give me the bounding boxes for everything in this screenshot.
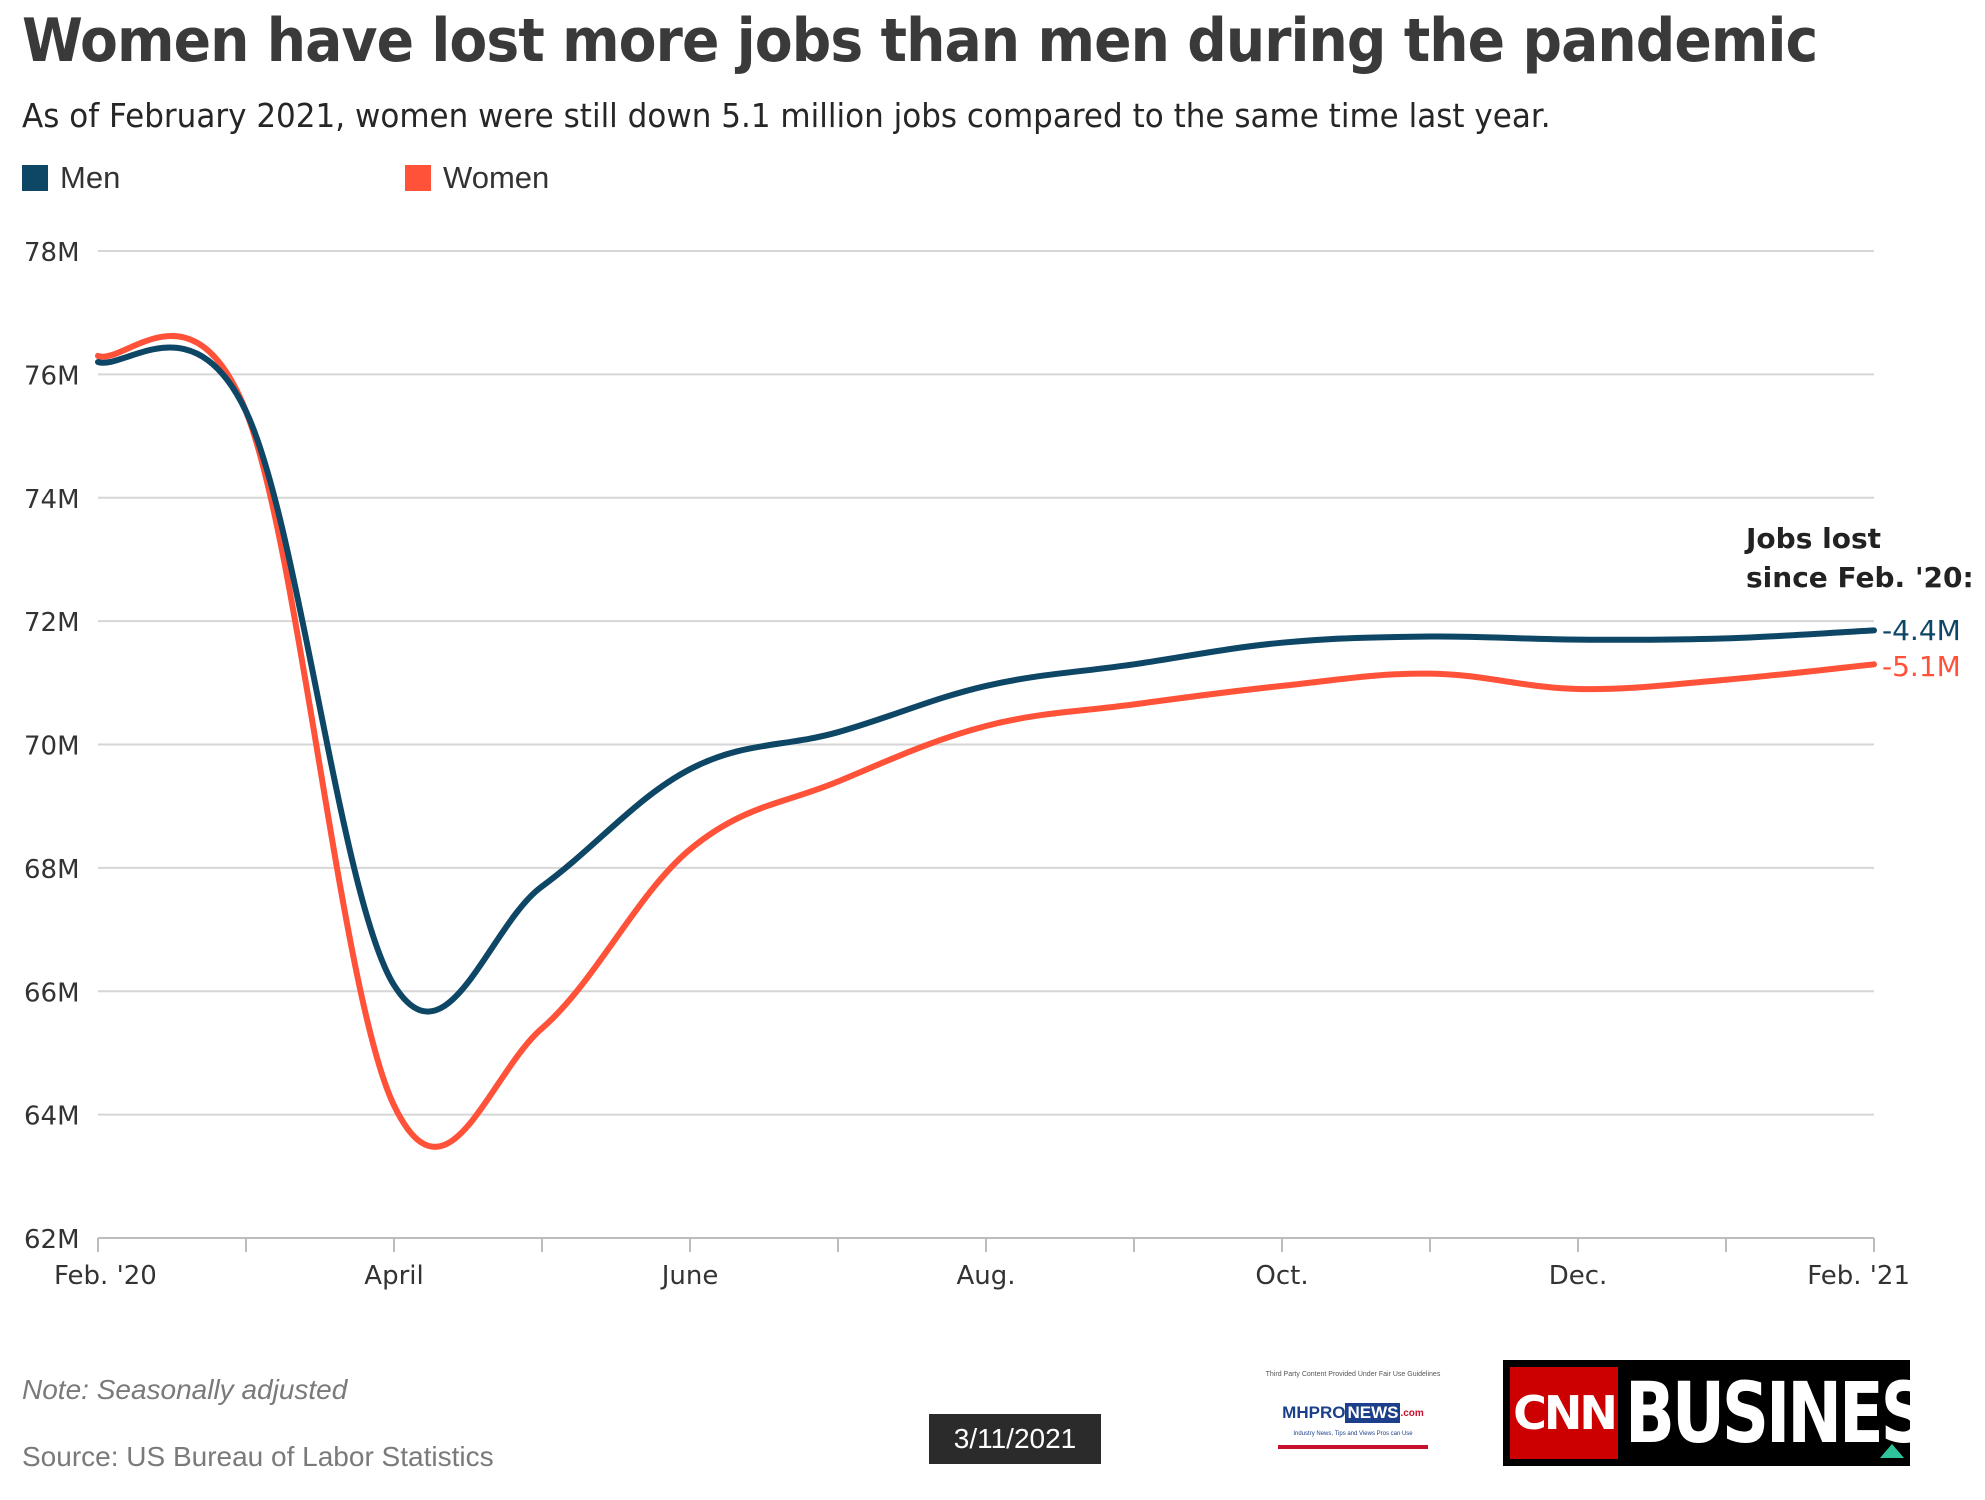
- x-tick-label: June: [660, 1261, 719, 1291]
- series-line-men: [95, 344, 1877, 1015]
- x-tick-label: Dec.: [1549, 1261, 1608, 1291]
- legend-label-men: Men: [60, 160, 121, 195]
- y-tick-label: 74M: [24, 485, 80, 515]
- y-tick-label: 76M: [24, 361, 80, 391]
- footnote-seasonally-adjusted: Note: Seasonally adjusted: [22, 1374, 348, 1405]
- x-tick-label: April: [364, 1261, 423, 1291]
- legend-label-women: Women: [443, 160, 550, 195]
- y-tick-label: 72M: [24, 608, 80, 638]
- mhpronews-brand-news: NEWS: [1345, 1403, 1401, 1423]
- source-credit: Source: US Bureau of Labor Statistics: [22, 1441, 494, 1472]
- legend-swatch-women: [405, 165, 431, 191]
- cnn-mark: CNN: [1510, 1367, 1618, 1459]
- annotation-heading-line1: Jobs lost: [1744, 522, 1881, 555]
- legend-item-women: Women: [405, 160, 549, 196]
- mhpronews-brand-com: .com: [1400, 1407, 1424, 1419]
- y-tick-label: 64M: [24, 1102, 80, 1132]
- mhpronews-brand-mh: MH: [1282, 1403, 1309, 1422]
- x-axis: Feb. '20 April June Aug. Oct. Dec. Feb. '21: [54, 1238, 1910, 1291]
- legend-swatch-men: [22, 165, 48, 191]
- cnn-triangle-icon: [1880, 1444, 1904, 1458]
- x-tick-label: Oct.: [1255, 1261, 1308, 1291]
- y-tick-label: 68M: [24, 855, 80, 885]
- annotation-women-value: -5.1M: [1882, 650, 1961, 683]
- chart-title: Women have lost more jobs than men durin…: [22, 6, 1818, 76]
- mhpronews-underline: [1278, 1445, 1428, 1449]
- series-line-women: [95, 333, 1877, 1150]
- y-tick-label: 78M: [24, 238, 80, 268]
- series-lines: [95, 333, 1877, 1150]
- x-tick-label: Feb. '20: [54, 1261, 157, 1291]
- annotation-men-value: -4.4M: [1882, 614, 1961, 647]
- mhpronews-brand-pro: PRO: [1308, 1403, 1346, 1422]
- line-chart: 62M 64M 66M 68M 70M 72M 74M 76M 78M Feb. '20 Apri…: [24, 238, 1974, 1291]
- y-tick-label: 66M: [24, 978, 80, 1008]
- legend-item-men: Men: [22, 160, 120, 196]
- y-tick-label: 70M: [24, 732, 80, 762]
- mhpronews-wordmark: MH PRO NEWS .com: [1274, 1399, 1432, 1427]
- cnn-business-wordmark: BUSINESS: [1625, 1364, 1969, 1462]
- end-annotation: Jobs lost since Feb. '20: -4.4M -5.1M: [1744, 522, 1974, 683]
- annotation-heading-line2: since Feb. '20:: [1746, 561, 1974, 594]
- date-stamp-badge: 3/11/2021: [929, 1414, 1101, 1464]
- x-tick-label: Feb. '21: [1807, 1261, 1910, 1291]
- chart-subtitle: As of February 2021, women were still do…: [22, 96, 1551, 135]
- x-tick-label: Aug.: [956, 1261, 1015, 1291]
- y-axis-tick-labels: 62M 64M 66M 68M 70M 72M 74M 76M 78M: [24, 238, 80, 1255]
- mhpronews-fine-print: Third Party Content Provided Under Fair …: [1265, 1371, 1441, 1378]
- mhpronews-tagline: Industry News, Tips and Views Pros can U…: [1293, 1431, 1413, 1437]
- cnn-business-logo: CNN BUSINESS: [1503, 1360, 1969, 1466]
- mhpronews-logo: Third Party Content Provided Under Fair …: [1264, 1371, 1442, 1463]
- y-tick-label: 62M: [24, 1225, 80, 1255]
- grid-lines: [98, 250, 1874, 1239]
